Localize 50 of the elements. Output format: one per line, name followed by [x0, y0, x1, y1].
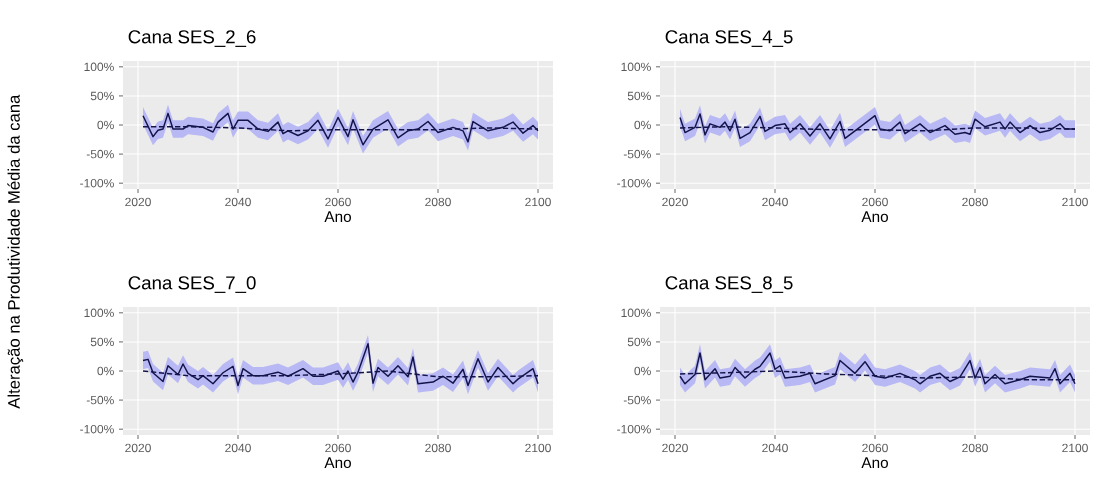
y-axis-title: Alteração na Produtividade Média da cana — [7, 94, 24, 409]
y-tick-label: 50% — [90, 337, 114, 347]
x-tick-label: 2020 — [662, 197, 688, 207]
x-axis-title: Ano — [324, 211, 351, 223]
y-tick-label: 100% — [621, 308, 651, 318]
x-tick-label: 2060 — [862, 443, 888, 453]
x-axis-title: Ano — [861, 211, 888, 223]
y-tick-label: -50% — [86, 395, 114, 405]
y-tick-label: -50% — [623, 395, 651, 405]
x-tick-label: 2100 — [1062, 197, 1088, 207]
x-tick-label: 2060 — [325, 197, 351, 207]
x-tick-label: 2080 — [425, 197, 451, 207]
chart-title: Cana SES_4_5 — [665, 30, 793, 47]
y-tick-label: 50% — [627, 337, 651, 347]
chart-title: Cana SES_8_5 — [665, 276, 793, 293]
x-tick-label: 2040 — [762, 197, 788, 207]
x-tick-label: 2100 — [525, 443, 551, 453]
x-tick-label: 2100 — [525, 197, 551, 207]
y-tick-label: 50% — [627, 91, 651, 101]
y-tick-label: -100% — [617, 178, 651, 188]
y-tick-label: 0% — [634, 366, 651, 376]
x-tick-label: 2020 — [662, 443, 688, 453]
y-tick-label: 0% — [97, 366, 114, 376]
x-tick-label: 2060 — [325, 443, 351, 453]
chart-title: Cana SES_2_6 — [128, 30, 256, 47]
x-tick-label: 2040 — [225, 197, 251, 207]
x-tick-label: 2080 — [425, 443, 451, 453]
x-axis-title: Ano — [324, 457, 351, 469]
y-tick-label: 100% — [621, 62, 651, 72]
y-tick-label: 50% — [90, 91, 114, 101]
y-tick-label: -100% — [617, 424, 651, 434]
y-tick-label: 100% — [84, 308, 114, 318]
x-tick-label: 2020 — [125, 197, 151, 207]
y-tick-label: 0% — [634, 120, 651, 130]
x-tick-label: 2080 — [962, 443, 988, 453]
y-tick-label: -100% — [80, 424, 114, 434]
x-tick-label: 2040 — [225, 443, 251, 453]
x-tick-label: 2060 — [862, 197, 888, 207]
line-series — [142, 342, 539, 387]
x-axis-title: Ano — [861, 457, 888, 469]
x-tick-label: 2080 — [962, 197, 988, 207]
chart-title: Cana SES_7_0 — [128, 276, 256, 293]
x-tick-label: 2100 — [1062, 443, 1088, 453]
y-tick-label: 0% — [97, 120, 114, 130]
y-tick-label: -50% — [86, 149, 114, 159]
y-tick-label: -50% — [623, 149, 651, 159]
y-tick-label: 100% — [84, 62, 114, 72]
y-tick-label: -100% — [80, 178, 114, 188]
x-tick-label: 2040 — [762, 443, 788, 453]
x-tick-label: 2020 — [125, 443, 151, 453]
